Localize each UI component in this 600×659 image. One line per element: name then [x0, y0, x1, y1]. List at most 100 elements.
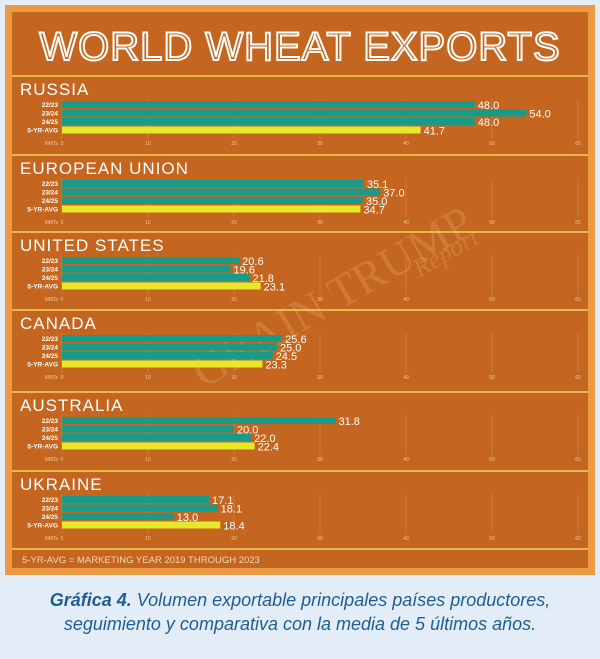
data-label: 25.0: [280, 343, 301, 355]
tick-label: 40: [403, 457, 409, 463]
panel-australia: AUSTRALIA 22/23 31.8 23/24 20.0 24/25 22.0 5-YR…: [12, 391, 588, 463]
bar: [62, 118, 475, 125]
data-label: 54.0: [529, 109, 550, 121]
data-label: 21.8: [252, 273, 273, 285]
category-label: 22/23: [42, 418, 59, 425]
category-label: 23/24: [42, 190, 59, 197]
caption-text: Volumen exportable principales países pr…: [63, 590, 551, 634]
panel-title: EUROPEAN UNION: [20, 159, 189, 178]
data-label: 13.0: [177, 512, 198, 524]
category-label: 5-YR-AVG: [27, 444, 58, 451]
category-label: 22/23: [42, 181, 59, 188]
data-label: 35.0: [366, 196, 387, 208]
panel-title: AUSTRALIA: [20, 396, 123, 415]
bar: [62, 335, 283, 342]
data-label: 19.6: [234, 265, 255, 277]
tick-label: 0: [61, 141, 64, 147]
tick-label: 60: [575, 297, 581, 303]
data-label: 31.8: [338, 416, 359, 428]
category-label: 5-YR-AVG: [27, 523, 58, 530]
unit-label: MMTs: [45, 536, 59, 542]
tick-label: 0: [61, 457, 64, 463]
tick-label: 50: [489, 297, 495, 303]
category-label: 24/25: [42, 119, 59, 126]
bar: [62, 434, 252, 441]
tick-label: 60: [575, 375, 581, 381]
tick-label: 60: [575, 220, 581, 226]
bar: [62, 197, 363, 204]
avg-bar: [62, 360, 263, 368]
category-label: 24/25: [42, 198, 59, 205]
tick-label: 60: [575, 141, 581, 147]
tick-label: 30: [317, 220, 323, 226]
tick-label: 10: [145, 141, 151, 147]
data-label: 22.0: [254, 433, 275, 445]
data-label: 22.4: [258, 442, 279, 454]
tick-label: 40: [403, 375, 409, 381]
data-label: 48.0: [478, 100, 499, 112]
data-label: 24.5: [276, 351, 297, 363]
tick-label: 40: [403, 220, 409, 226]
unit-label: MMTs: [45, 375, 59, 381]
panel-european-union: EUROPEAN UNION 22/23 35.1 23/24 37.0 24/25 35.…: [12, 154, 588, 226]
data-label: 37.0: [383, 188, 404, 200]
category-label: 24/25: [42, 275, 59, 282]
tick-label: 30: [317, 297, 323, 303]
bar: [62, 257, 240, 264]
category-label: 22/23: [42, 336, 59, 343]
tick-label: 50: [489, 457, 495, 463]
tick-label: 20: [231, 457, 237, 463]
tick-label: 40: [403, 141, 409, 147]
tick-label: 50: [489, 141, 495, 147]
unit-label: MMTs: [45, 220, 59, 226]
bar: [62, 109, 527, 117]
panel-title: UKRAINE: [20, 475, 103, 494]
category-label: 23/24: [42, 506, 59, 513]
data-label: 18.1: [221, 504, 242, 516]
tick-label: 30: [317, 457, 323, 463]
data-label: 23.1: [264, 282, 285, 294]
avg-bar: [62, 442, 255, 450]
bar: [62, 513, 174, 520]
tick-label: 10: [145, 375, 151, 381]
tick-label: 0: [61, 297, 64, 303]
bar: [62, 417, 336, 424]
category-label: 24/25: [42, 435, 59, 442]
tick-label: 20: [231, 536, 237, 542]
panel-united-states: UNITED STATES 22/23 20.6 23/24 19.6 24/25 21.8…: [12, 231, 588, 303]
data-label: 20.0: [237, 425, 258, 437]
tick-label: 60: [575, 536, 581, 542]
bar: [62, 274, 250, 281]
panel-canada: CANADA 22/23 25.6 23/24 25.0 24/25 24.5 5-YR-AV…: [12, 309, 588, 381]
bar: [62, 504, 218, 512]
bar: [62, 343, 277, 351]
tick-label: 50: [489, 220, 495, 226]
tick-label: 10: [145, 536, 151, 542]
panel-ukraine: UKRAINE 22/23 17.1 23/24 18.1 24/25 13.0 5-YR-A…: [12, 470, 588, 542]
bar: [62, 265, 231, 273]
data-label: 18.4: [223, 521, 244, 533]
avg-bar: [62, 521, 221, 529]
avg-bar: [62, 282, 261, 290]
unit-label: MMTs: [45, 141, 59, 147]
bar: [62, 496, 210, 503]
chart-title: WORLD WHEAT EXPORTS: [39, 25, 560, 69]
category-label: 5-YR-AVG: [27, 128, 58, 135]
tick-label: 30: [317, 141, 323, 147]
tick-label: 30: [317, 375, 323, 381]
tick-label: 10: [145, 297, 151, 303]
data-label: 35.1: [367, 179, 388, 191]
data-label: 41.7: [424, 126, 445, 138]
bar: [62, 352, 273, 359]
data-label: 48.0: [478, 117, 499, 129]
tick-label: 50: [489, 375, 495, 381]
data-label: 34.7: [363, 205, 384, 217]
category-label: 5-YR-AVG: [27, 284, 58, 291]
category-label: 24/25: [42, 514, 59, 521]
category-label: 5-YR-AVG: [27, 362, 58, 369]
figure-caption: Gráfica 4. Volumen exportable principale…: [0, 588, 600, 636]
tick-label: 40: [403, 297, 409, 303]
bar: [62, 101, 475, 108]
category-label: 23/24: [42, 111, 59, 118]
